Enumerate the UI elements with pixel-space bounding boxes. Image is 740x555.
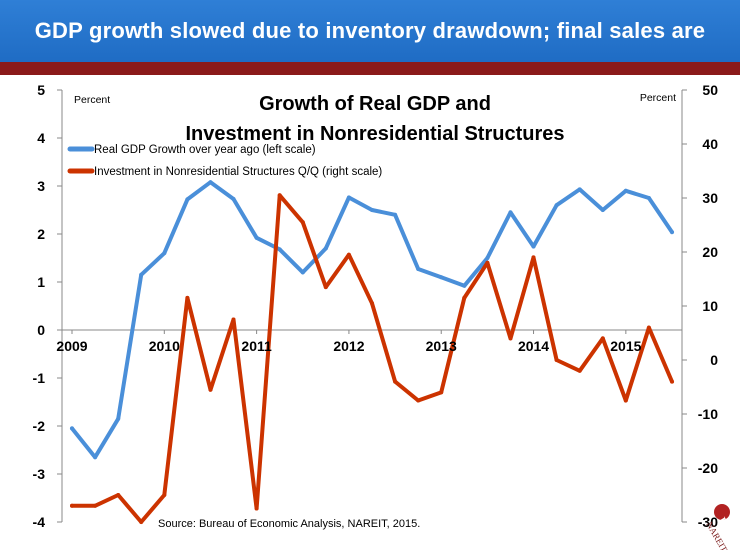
left-tick-label: 4 [37,130,45,146]
nareit-logo: REIT NAREIT [704,504,734,550]
gdp-point [416,267,421,271]
structures-point [185,295,190,300]
structures-point [416,398,421,403]
structures-point [93,503,98,508]
left-tick-label: -1 [33,370,46,386]
structures-point [231,317,236,322]
gdp-point [116,416,121,421]
header-banner [0,0,740,62]
gdp-point [208,180,213,185]
gdp-point [346,195,351,200]
gdp-point [93,455,98,460]
gdp-point [577,187,582,192]
series-line-structures [70,193,674,524]
gdp-point [231,197,236,201]
structures-point [300,220,305,225]
gdp-point [439,275,444,280]
structures-point [116,493,121,497]
structures-point [554,358,559,362]
left-tick-label: 5 [37,82,45,98]
gdp-point [70,426,74,431]
left-tick-label: -4 [33,514,46,530]
legend-label-gdp: Real GDP Growth over year ago (left scal… [94,144,316,156]
right-tick-label: 10 [702,298,718,314]
left-tick-label: 3 [37,178,45,194]
structures-point [646,325,651,330]
gdp-point [554,203,559,208]
x-tick-label: 2013 [426,338,457,354]
structures-point [531,255,536,260]
x-tick-label: 2009 [56,338,87,354]
gdp-point [508,210,513,215]
structures-point [370,301,374,306]
right-tick-label: -30 [698,514,718,530]
structures-point [670,379,674,384]
chart-title-line-2: Investment in Nonresidential Structures [186,123,565,145]
tick-marks [57,89,687,523]
gdp-point [393,212,398,217]
structures-point [139,520,144,524]
x-tick-label: 2015 [610,338,641,354]
gdp-point [139,272,144,277]
right-tick-label: -10 [698,406,718,422]
x-tick-label: 2010 [149,338,180,354]
structures-point [600,336,605,341]
gdp-point [462,283,467,288]
right-tick-label: 30 [702,190,718,206]
gdp-point [646,196,651,200]
gdp-point [254,235,259,240]
left-axis-unit: Percent [74,94,110,106]
source-note: Source: Bureau of Economic Analysis, NAR… [158,518,420,530]
structures-point [208,387,213,392]
structures-point [439,390,444,395]
gdp-point [162,251,167,256]
series-lines [70,180,674,524]
right-tick-label: 0 [710,352,718,368]
gdp-point [277,247,282,252]
structures-point [623,398,628,403]
legend-label-structures: Investment in Nonresidential Structures … [94,166,382,178]
gdp-point [323,246,328,251]
x-tick-label: 2014 [518,338,549,354]
right-tick-label: 50 [702,82,718,98]
right-tick-label: -20 [698,460,718,476]
gdp-point [300,270,305,275]
gdp-point [600,208,605,212]
structures-point [70,503,74,508]
legend: Real GDP Growth over year ago (left scal… [67,144,382,178]
structures-point [485,260,490,265]
left-tick-label: 0 [37,322,45,338]
x-tick-label: 2011 [241,338,272,354]
structures-point [346,252,351,257]
gdp-point [185,197,190,202]
right-tick-label: 20 [702,244,718,260]
gdp-point [370,208,374,212]
right-axis-unit: Percent [640,92,676,104]
x-tick-label: 2012 [333,338,364,354]
series-line-gdp [70,180,674,460]
structures-point [462,295,467,300]
right-tick-label: 40 [702,136,718,152]
structures-point [162,493,167,497]
structures-point [577,368,582,373]
gdp-point [531,244,536,249]
slide-title: GDP growth slowed due to inventory drawd… [34,18,706,105]
gdp-point [623,188,628,193]
structures-point [393,379,398,384]
left-tick-label: 1 [37,274,45,290]
left-tick-label: -2 [33,418,46,434]
left-tick-label: -3 [33,466,46,482]
left-tick-label: 2 [37,226,45,242]
chart-title-line-1: Growth of Real GDP and [259,93,491,115]
gdp-point [670,230,674,235]
structures-point [323,285,328,290]
structures-point [508,336,513,341]
header-rule [0,62,740,75]
gdp-point [485,256,490,260]
structures-point [254,506,259,511]
structures-point [277,193,282,198]
